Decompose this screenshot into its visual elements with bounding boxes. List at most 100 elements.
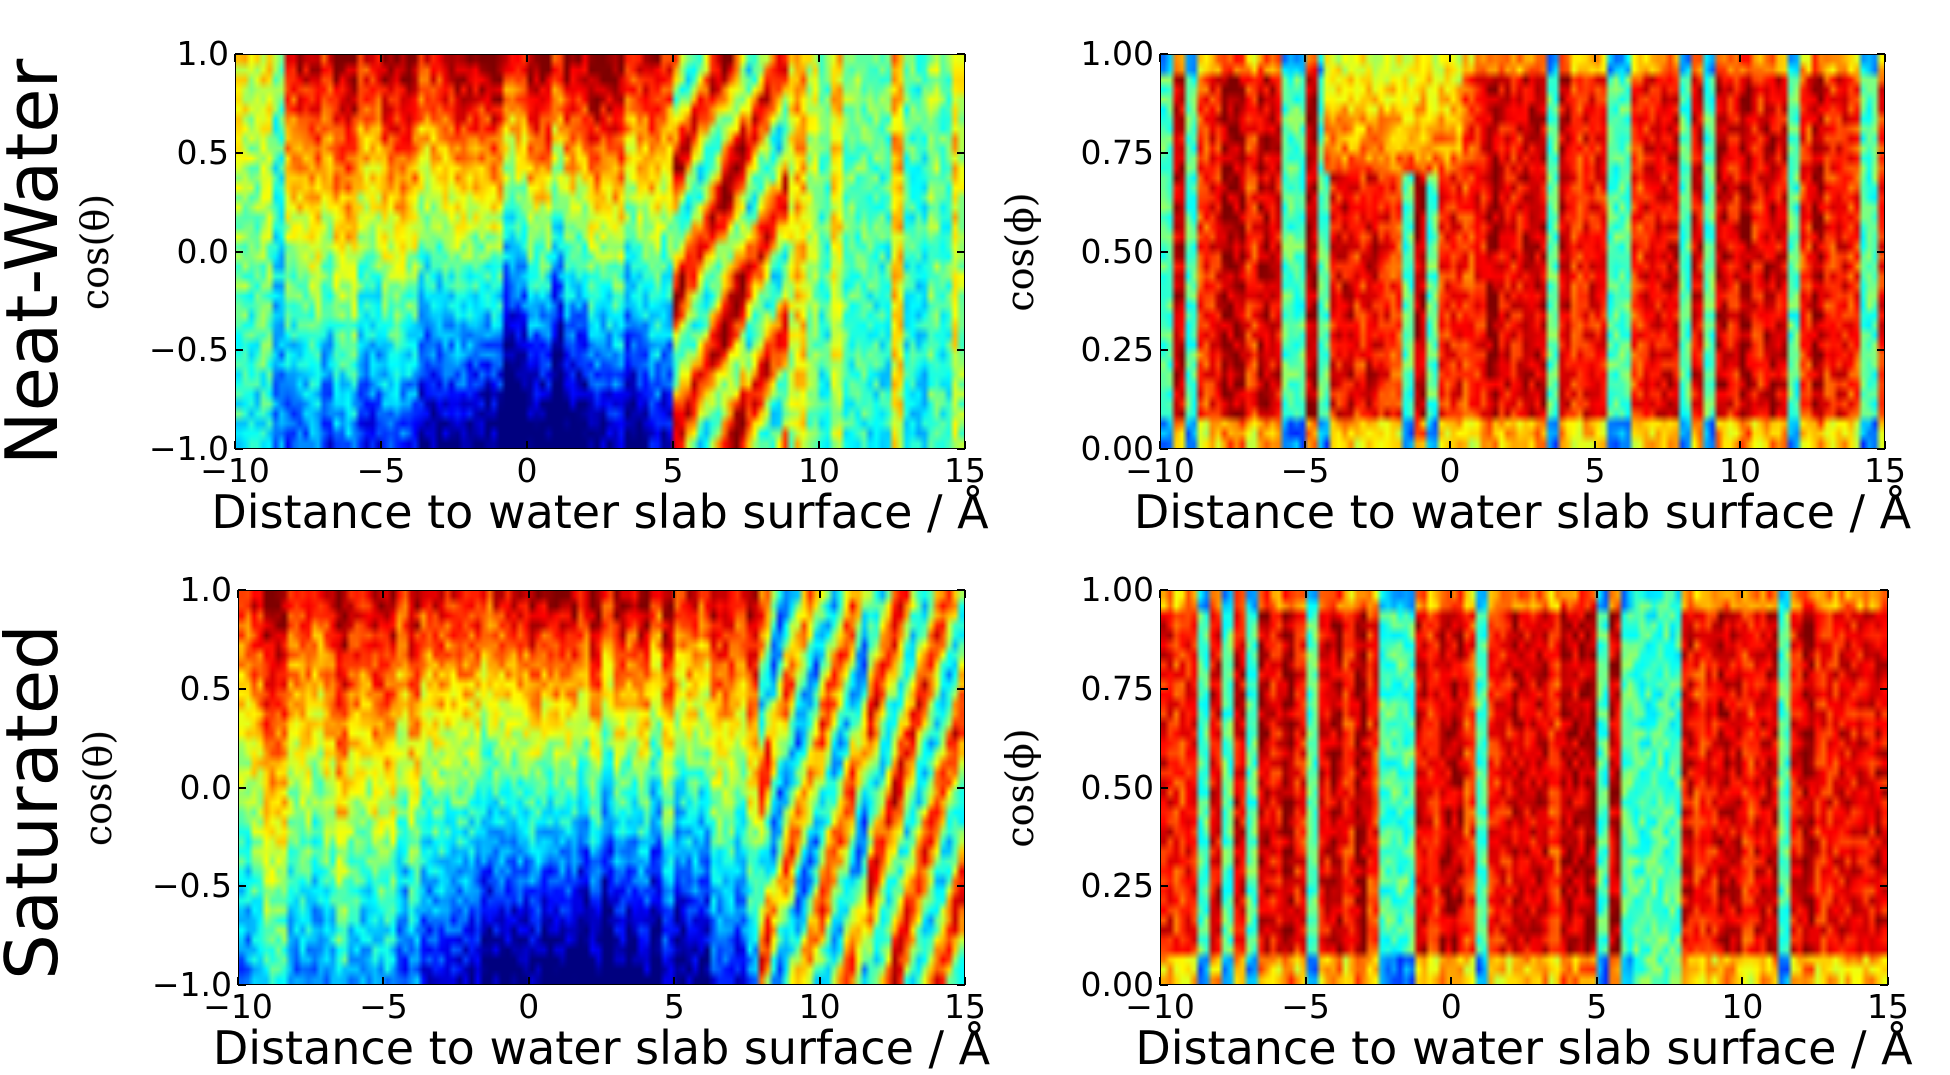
y-axis-label: cos(ϕ) [998,727,1042,848]
y-tick-mark [957,687,965,690]
y-axis-label: cos(θ) [76,729,120,846]
x-tick-mark [1741,977,1744,985]
y-tick-mark [1160,589,1168,591]
x-tick-mark [1449,441,1451,449]
y-tick-mark [1880,984,1888,986]
x-tick-mark [380,441,382,449]
y-tick-mark [1880,786,1888,789]
x-tick-mark [818,441,820,449]
y-tick-mark [1160,349,1168,352]
y-tick-mark [1880,687,1888,690]
x-axis-label: Distance to water slab surface / Å [1133,485,1912,539]
x-tick-mark [1159,977,1161,985]
y-tick-mark [238,786,246,789]
x-tick-mark [1739,54,1741,62]
heatmap-plot-2 [1160,54,1885,449]
y-tick-mark [957,786,965,789]
x-tick-label: 10 [1721,987,1764,1026]
x-tick-mark [964,977,966,985]
y-tick-mark [957,250,965,253]
y-tick-mark [238,687,246,690]
y-tick-mark [235,151,243,154]
x-tick-mark [380,54,382,62]
x-tick-mark [1887,590,1889,598]
y-tick-mark [235,349,243,352]
x-tick-mark [527,977,530,985]
x-tick-label: 5 [1584,451,1606,490]
x-tick-mark [673,977,676,985]
x-tick-mark [672,54,674,62]
x-tick-mark [234,54,236,62]
x-tick-label: 5 [1586,987,1608,1026]
x-tick-mark [526,54,528,62]
x-tick-label: −10 [1125,451,1195,490]
y-tick-label: 0.25 [1080,866,1154,906]
x-tick-mark [1739,441,1741,449]
y-tick-mark [238,984,246,986]
y-tick-label: 0.50 [1080,231,1154,271]
y-axis-label: cos(ϕ) [998,191,1042,312]
x-tick-label: 15 [944,987,986,1026]
x-tick-mark [237,590,239,598]
x-tick-label: 15 [1867,987,1909,1026]
x-tick-mark [1595,590,1598,598]
heatmap-image-3 [239,591,964,984]
y-tick-mark [1877,448,1885,450]
x-axis-label: Distance to water slab surface / Å [212,1021,991,1075]
x-tick-mark [1884,54,1886,62]
x-tick-label: 10 [798,987,841,1026]
y-tick-mark [957,589,965,591]
y-tick-label: 0.50 [1080,767,1154,807]
x-tick-mark [818,54,820,62]
y-tick-mark [1877,250,1885,253]
x-tick-mark [1449,54,1451,62]
x-tick-mark [382,590,385,598]
x-tick-label: −5 [1280,451,1330,490]
x-tick-mark [1594,441,1596,449]
x-tick-mark [818,977,821,985]
x-tick-label: −10 [1125,987,1195,1026]
x-tick-label: 10 [798,451,840,490]
y-tick-label: −0.5 [151,866,232,906]
y-tick-label: 0.0 [179,767,232,807]
y-tick-label: 0.5 [176,132,229,172]
x-axis-label: Distance to water slab surface / Å [211,485,989,539]
x-tick-mark [964,590,966,598]
y-tick-label: −1.0 [151,965,232,1004]
y-tick-mark [1160,984,1168,986]
y-tick-label: 0.75 [1080,668,1154,708]
y-tick-mark [957,448,965,450]
y-tick-mark [1160,448,1168,450]
y-tick-mark [1160,151,1168,154]
y-tick-label: 0.25 [1080,330,1154,370]
heatmap-plot-3 [238,590,965,985]
x-tick-mark [382,977,385,985]
x-axis-label: Distance to water slab surface / Å [1135,1021,1913,1075]
y-tick-mark [1880,885,1888,888]
y-tick-label: 0.00 [1080,965,1154,1004]
y-tick-mark [1880,589,1888,591]
x-tick-mark [1304,590,1307,598]
x-tick-mark [1741,590,1744,598]
x-tick-mark [237,977,239,985]
y-tick-mark [957,53,965,55]
x-tick-label: 0 [1440,987,1462,1026]
x-tick-label: 10 [1719,451,1761,490]
x-tick-mark [1304,441,1306,449]
x-tick-mark [1159,590,1161,598]
x-tick-label: 5 [662,451,684,490]
y-tick-mark [1160,250,1168,253]
x-tick-mark [526,441,528,449]
x-tick-mark [1159,441,1161,449]
x-tick-label: −10 [203,987,273,1026]
y-tick-mark [1160,53,1168,55]
x-tick-label: 0 [518,987,540,1026]
x-tick-label: 0 [516,451,538,490]
x-tick-mark [234,441,236,449]
y-tick-label: −0.5 [148,330,229,370]
heatmap-image-1 [236,55,964,448]
x-tick-mark [672,441,674,449]
y-tick-label: 1.0 [176,34,229,73]
x-tick-mark [1887,977,1889,985]
y-tick-label: 0.75 [1080,132,1154,172]
